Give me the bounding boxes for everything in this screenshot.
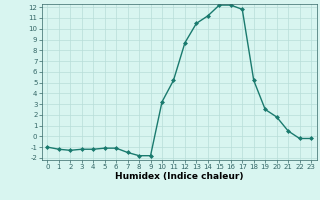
X-axis label: Humidex (Indice chaleur): Humidex (Indice chaleur) bbox=[115, 172, 244, 181]
